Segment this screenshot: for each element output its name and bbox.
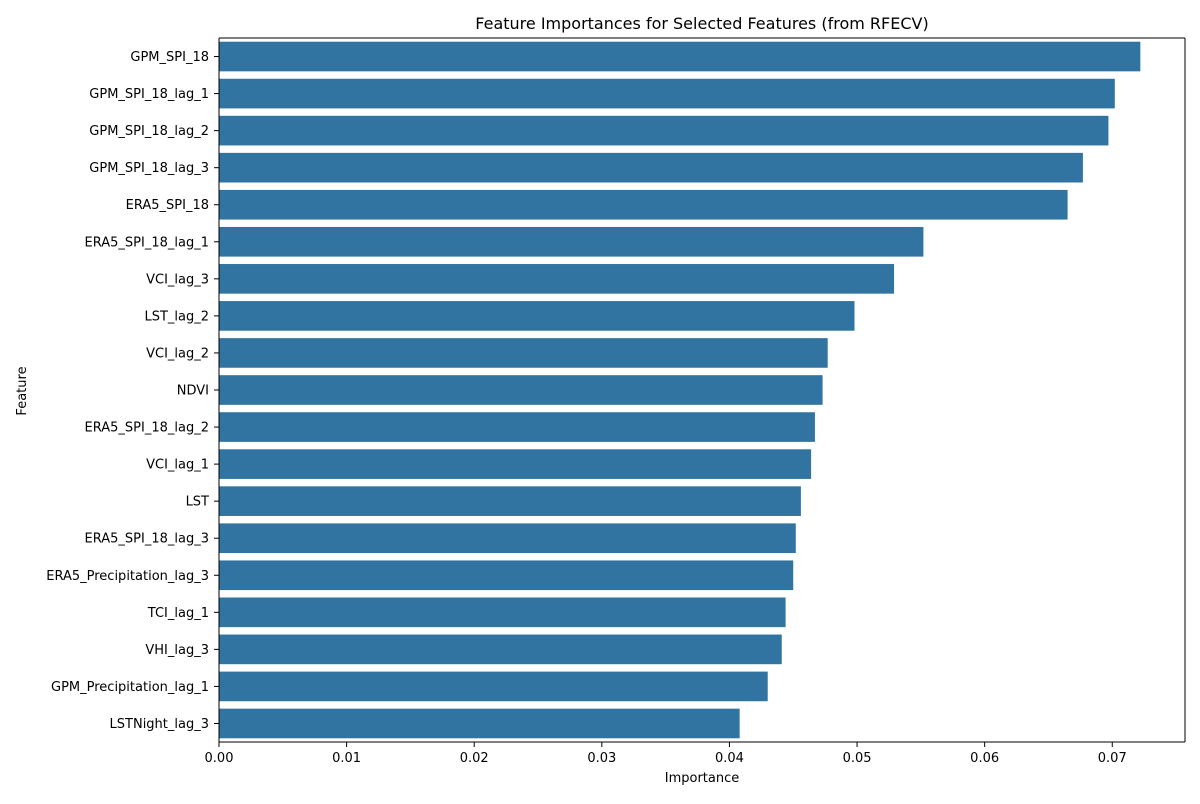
bar-VCI_lag_2 — [219, 338, 828, 368]
bar-ERA5_SPI_18_lag_2 — [219, 412, 815, 442]
bar-NDVI — [219, 375, 823, 405]
bar-ERA5_SPI_18_lag_3 — [219, 523, 796, 554]
y-tick-label: LST — [186, 495, 209, 510]
y-tick-label: LSTNight_lag_3 — [110, 717, 209, 732]
x-tick-label: 0.07 — [1098, 751, 1127, 766]
bar-ERA5_Precipitation_lag_3 — [219, 560, 794, 591]
bar-LST_lag_2 — [219, 301, 855, 331]
y-tick-label: GPM_SPI_18 — [130, 50, 209, 65]
y-tick-label: TCI_lag_1 — [147, 606, 209, 621]
y-tick-label: ERA5_SPI_18 — [126, 198, 209, 213]
bar-VCI_lag_1 — [219, 449, 812, 479]
y-tick-label: ERA5_Precipitation_lag_3 — [46, 569, 209, 584]
bar-VHI_lag_3 — [219, 634, 782, 665]
chart-title: Feature Importances for Selected Feature… — [475, 14, 928, 33]
y-tick-label: VCI_lag_2 — [146, 346, 209, 361]
x-tick-label: 0.06 — [970, 751, 999, 766]
y-tick-label: LST_lag_2 — [144, 309, 209, 324]
y-tick-label: GPM_SPI_18_lag_3 — [89, 161, 209, 176]
y-tick-label: VCI_lag_3 — [146, 272, 209, 287]
y-tick-label: GPM_Precipitation_lag_1 — [51, 680, 209, 695]
y-tick-label: GPM_SPI_18_lag_2 — [89, 124, 209, 139]
bar-ERA5_SPI_18_lag_1 — [219, 226, 924, 257]
y-tick-label: ERA5_SPI_18_lag_1 — [85, 235, 209, 250]
y-tick-label: GPM_SPI_18_lag_1 — [89, 87, 209, 102]
bars-layer — [219, 41, 1141, 739]
bar-LSTNight_lag_3 — [219, 708, 740, 739]
x-tick-label: 0.03 — [587, 751, 616, 766]
x-axis-label: Importance — [665, 771, 740, 786]
axes-layer: GPM_SPI_18 GPM_SPI_18_lag_1 GPM_SPI_18_lag… — [46, 37, 1186, 766]
bar-TCI_lag_1 — [219, 597, 786, 628]
y-tick-label: VCI_lag_1 — [146, 458, 209, 473]
bar-VCI_lag_3 — [219, 264, 895, 294]
bar-ERA5_SPI_18 — [219, 189, 1068, 220]
x-tick-label: 0.05 — [843, 751, 872, 766]
x-tick-label: 0.00 — [205, 751, 234, 766]
bar-GPM_Precipitation_lag_1 — [219, 671, 768, 702]
bar-GPM_SPI_18_lag_3 — [219, 152, 1083, 183]
bar-GPM_SPI_18 — [219, 41, 1141, 72]
bar-LST — [219, 486, 801, 516]
x-tick-label: 0.02 — [460, 751, 489, 766]
bar-GPM_SPI_18_lag_2 — [219, 115, 1109, 146]
x-tick-label: 0.04 — [715, 751, 744, 766]
y-tick-label: VHI_lag_3 — [145, 643, 209, 658]
y-axis-label: Feature — [15, 366, 30, 415]
y-tick-label: ERA5_SPI_18_lag_2 — [85, 421, 209, 436]
bar-GPM_SPI_18_lag_1 — [219, 78, 1115, 109]
y-tick-label: NDVI — [177, 384, 209, 399]
y-tick-label: ERA5_SPI_18_lag_3 — [85, 532, 209, 547]
x-tick-label: 0.01 — [332, 751, 361, 766]
